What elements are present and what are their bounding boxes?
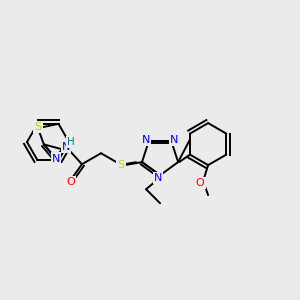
Text: N: N bbox=[142, 135, 150, 145]
Text: S: S bbox=[118, 160, 124, 170]
Text: H: H bbox=[67, 137, 75, 147]
Text: N: N bbox=[154, 173, 162, 183]
Text: S: S bbox=[34, 122, 41, 132]
Text: N: N bbox=[62, 142, 70, 152]
Text: N: N bbox=[52, 154, 60, 164]
Text: N: N bbox=[170, 135, 178, 145]
Text: O: O bbox=[67, 177, 75, 187]
Text: O: O bbox=[196, 178, 205, 188]
